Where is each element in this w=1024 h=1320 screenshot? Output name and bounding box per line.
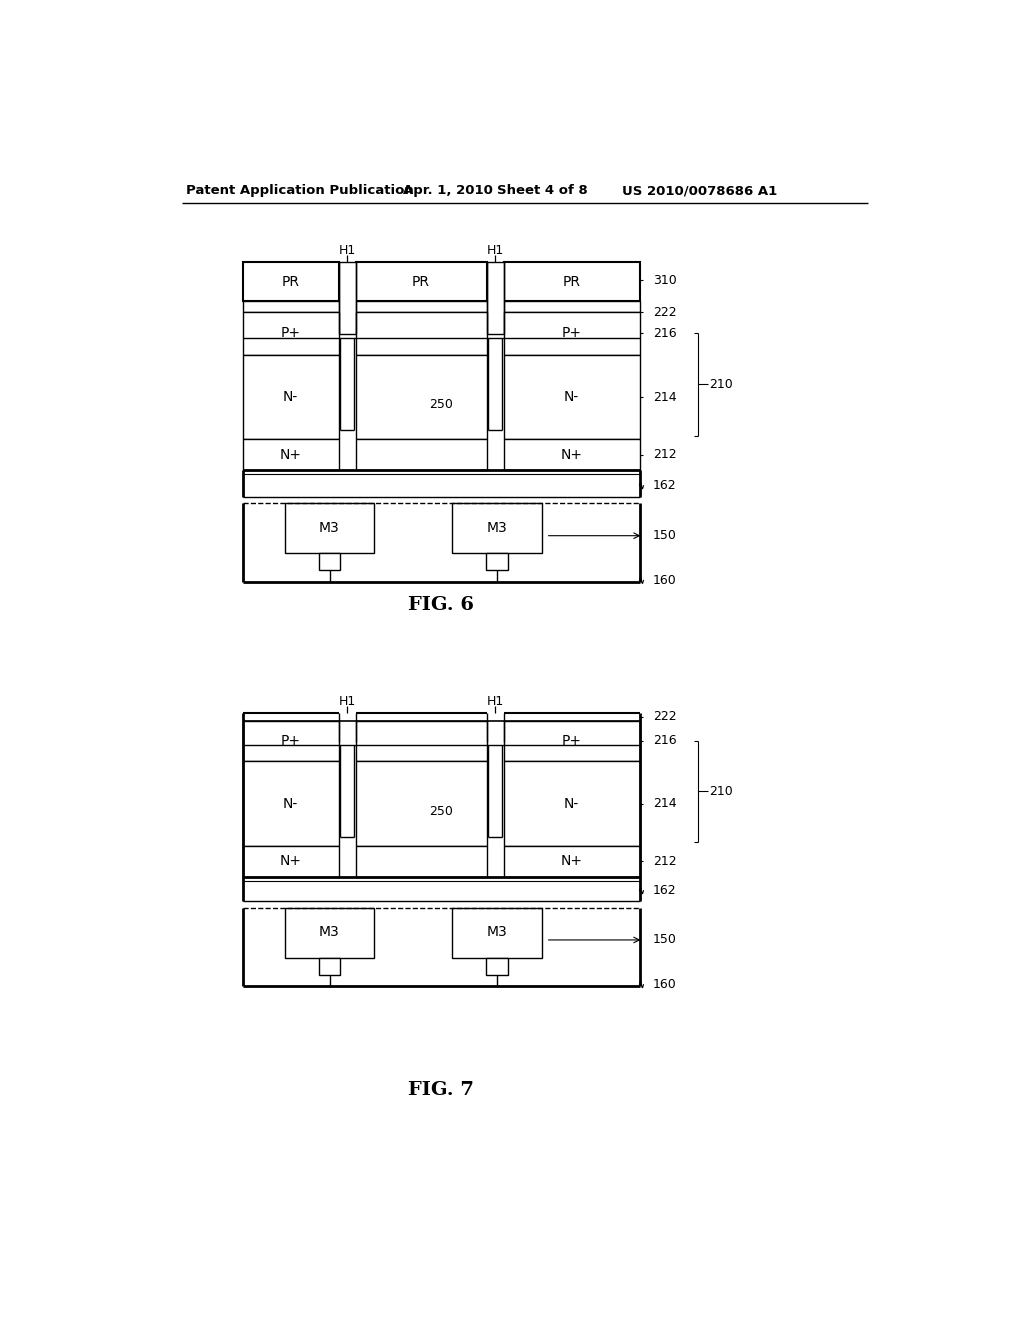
Text: 210: 210 [710, 378, 733, 391]
Bar [243, 846, 339, 876]
Bar [504, 846, 640, 876]
Text: 162: 162 [652, 884, 676, 898]
Text: 222: 222 [652, 710, 676, 723]
Bar [486, 553, 508, 570]
Text: Patent Application Publication: Patent Application Publication [186, 185, 414, 197]
Text: M3: M3 [319, 925, 340, 940]
Bar [285, 503, 375, 553]
Bar [356, 440, 486, 470]
Bar [285, 908, 375, 958]
Bar [504, 440, 640, 470]
Bar [318, 958, 340, 974]
Bar [452, 503, 542, 553]
Text: N+: N+ [280, 854, 302, 869]
Text: 162: 162 [652, 479, 676, 492]
Text: H1: H1 [486, 694, 504, 708]
Text: PR: PR [562, 275, 581, 289]
Text: FIG. 7: FIG. 7 [409, 1081, 474, 1100]
Text: M3: M3 [486, 925, 507, 940]
Bar [339, 263, 356, 334]
Bar [486, 263, 504, 334]
Text: N-: N- [563, 797, 579, 810]
Text: 310: 310 [652, 273, 677, 286]
Text: 250: 250 [429, 399, 453, 412]
Text: N+: N+ [560, 854, 583, 869]
Text: 160: 160 [652, 574, 677, 587]
Text: N-: N- [563, 391, 579, 404]
Text: PR: PR [282, 275, 300, 289]
Bar [356, 313, 486, 355]
Bar [243, 440, 339, 470]
Text: N+: N+ [560, 447, 583, 462]
Bar [243, 301, 640, 313]
Bar [318, 553, 340, 570]
Text: 212: 212 [652, 449, 676, 462]
Bar [504, 762, 640, 846]
Text: US 2010/0078686 A1: US 2010/0078686 A1 [623, 185, 777, 197]
Bar [504, 313, 640, 355]
Bar [356, 721, 486, 762]
Text: P+: P+ [281, 326, 301, 341]
Text: 214: 214 [652, 391, 676, 404]
Text: N+: N+ [280, 447, 302, 462]
Text: 250: 250 [429, 805, 453, 818]
Text: Sheet 4 of 8: Sheet 4 of 8 [497, 185, 588, 197]
Text: 150: 150 [652, 529, 677, 543]
Bar [243, 313, 339, 355]
Text: P+: P+ [561, 734, 582, 747]
Bar [486, 958, 508, 974]
Bar [504, 263, 640, 301]
Bar [504, 721, 640, 762]
Bar [356, 846, 486, 876]
Bar [243, 355, 339, 440]
Text: M3: M3 [319, 521, 340, 535]
Bar [243, 263, 339, 301]
Text: 216: 216 [652, 326, 676, 339]
Text: N-: N- [283, 391, 298, 404]
Text: FIG. 6: FIG. 6 [409, 597, 474, 614]
Text: 212: 212 [652, 855, 676, 869]
Bar [356, 263, 486, 301]
Text: 150: 150 [652, 933, 677, 946]
Bar [356, 355, 486, 440]
Text: H1: H1 [486, 244, 504, 257]
Text: 222: 222 [652, 306, 676, 319]
Bar [243, 721, 339, 762]
Bar [504, 355, 640, 440]
Text: M3: M3 [486, 521, 507, 535]
Text: N-: N- [283, 797, 298, 810]
Text: PR: PR [412, 275, 430, 289]
Bar [356, 762, 486, 846]
Text: 210: 210 [710, 785, 733, 797]
Bar [243, 762, 339, 846]
Text: H1: H1 [339, 244, 356, 257]
Text: 160: 160 [652, 978, 677, 991]
Text: 216: 216 [652, 734, 676, 747]
Text: H1: H1 [339, 694, 356, 708]
Text: P+: P+ [561, 326, 582, 341]
Text: Apr. 1, 2010: Apr. 1, 2010 [403, 185, 493, 197]
Bar [452, 908, 542, 958]
Text: 214: 214 [652, 797, 676, 810]
Text: P+: P+ [281, 734, 301, 747]
